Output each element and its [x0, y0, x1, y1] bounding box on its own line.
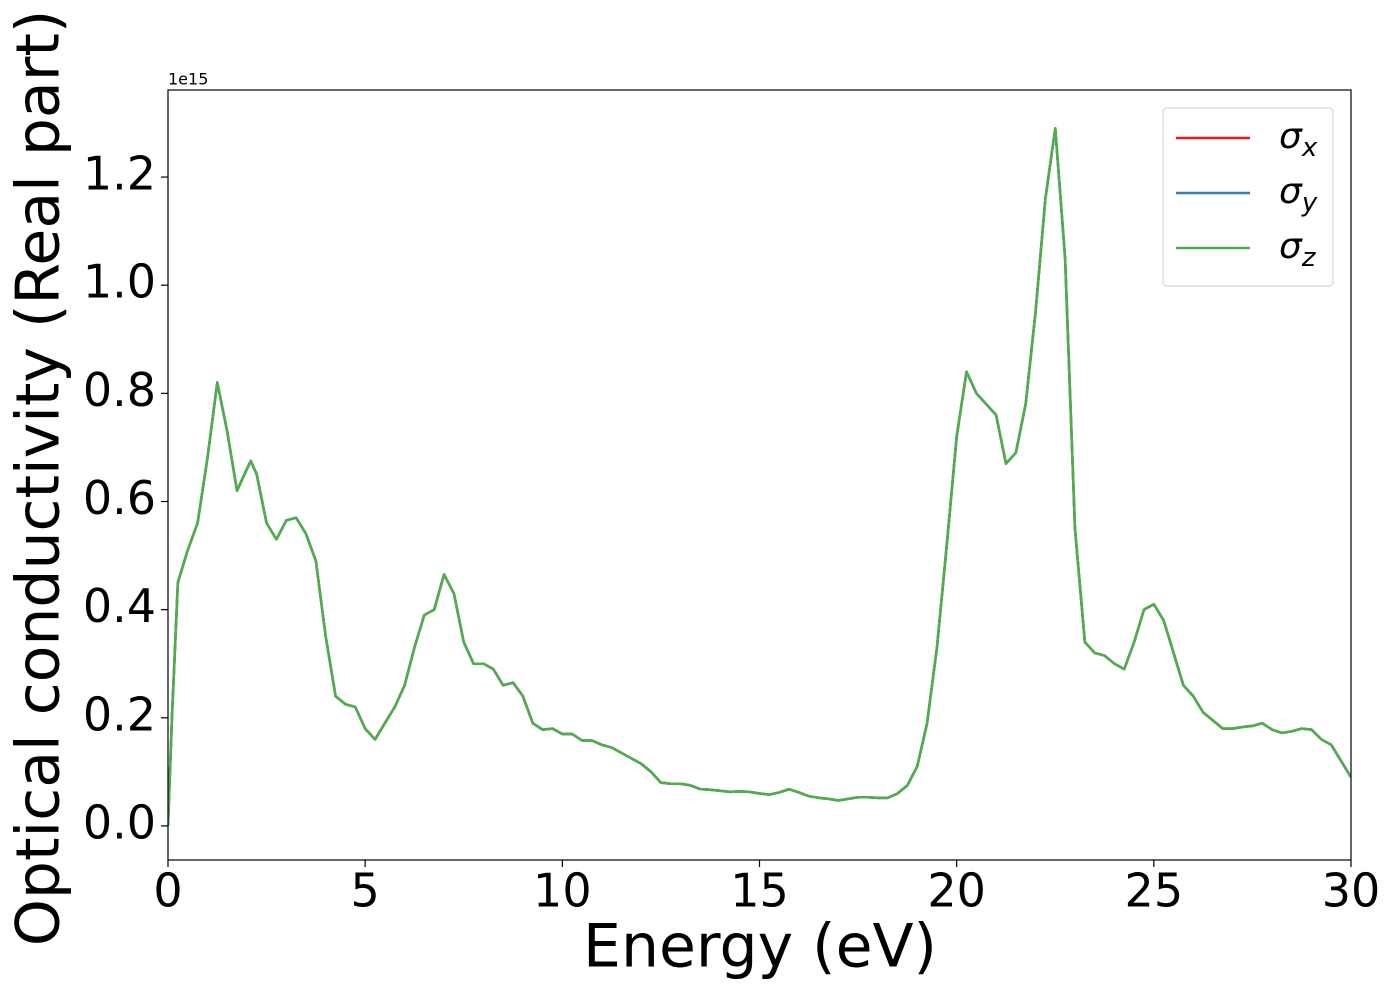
plot-frame [167, 89, 1352, 861]
y-tick-label: 1.0 [83, 255, 156, 309]
legend-box [1162, 107, 1334, 287]
y-tick-label: 0.8 [83, 363, 156, 417]
x-tick-label: 15 [730, 864, 789, 918]
y-tick-label: 0.4 [83, 579, 156, 633]
x-tick-label: 10 [533, 864, 592, 918]
x-tick-label: 0 [153, 864, 182, 918]
y-tick-label: 0.6 [83, 471, 156, 525]
series-line [168, 127, 1351, 826]
y-axis-label: Optical conductivity (Real part) [4, 10, 74, 947]
x-tick-label: 25 [1125, 864, 1184, 918]
x-axis-label: Energy (eV) [583, 912, 937, 982]
x-tick-label: 30 [1322, 864, 1381, 918]
y-tick-label: 0.2 [83, 687, 156, 741]
offset-text: 1e15 [168, 70, 208, 89]
x-tick-label: 5 [351, 864, 380, 918]
y-tick-label: 1.2 [83, 147, 156, 201]
legend-label: σy [1279, 171, 1318, 218]
y-tick-label: 0.0 [83, 795, 156, 849]
legend-label: σz [1279, 226, 1317, 273]
legend-label: σx [1279, 116, 1318, 163]
x-tick-label: 20 [927, 864, 986, 918]
